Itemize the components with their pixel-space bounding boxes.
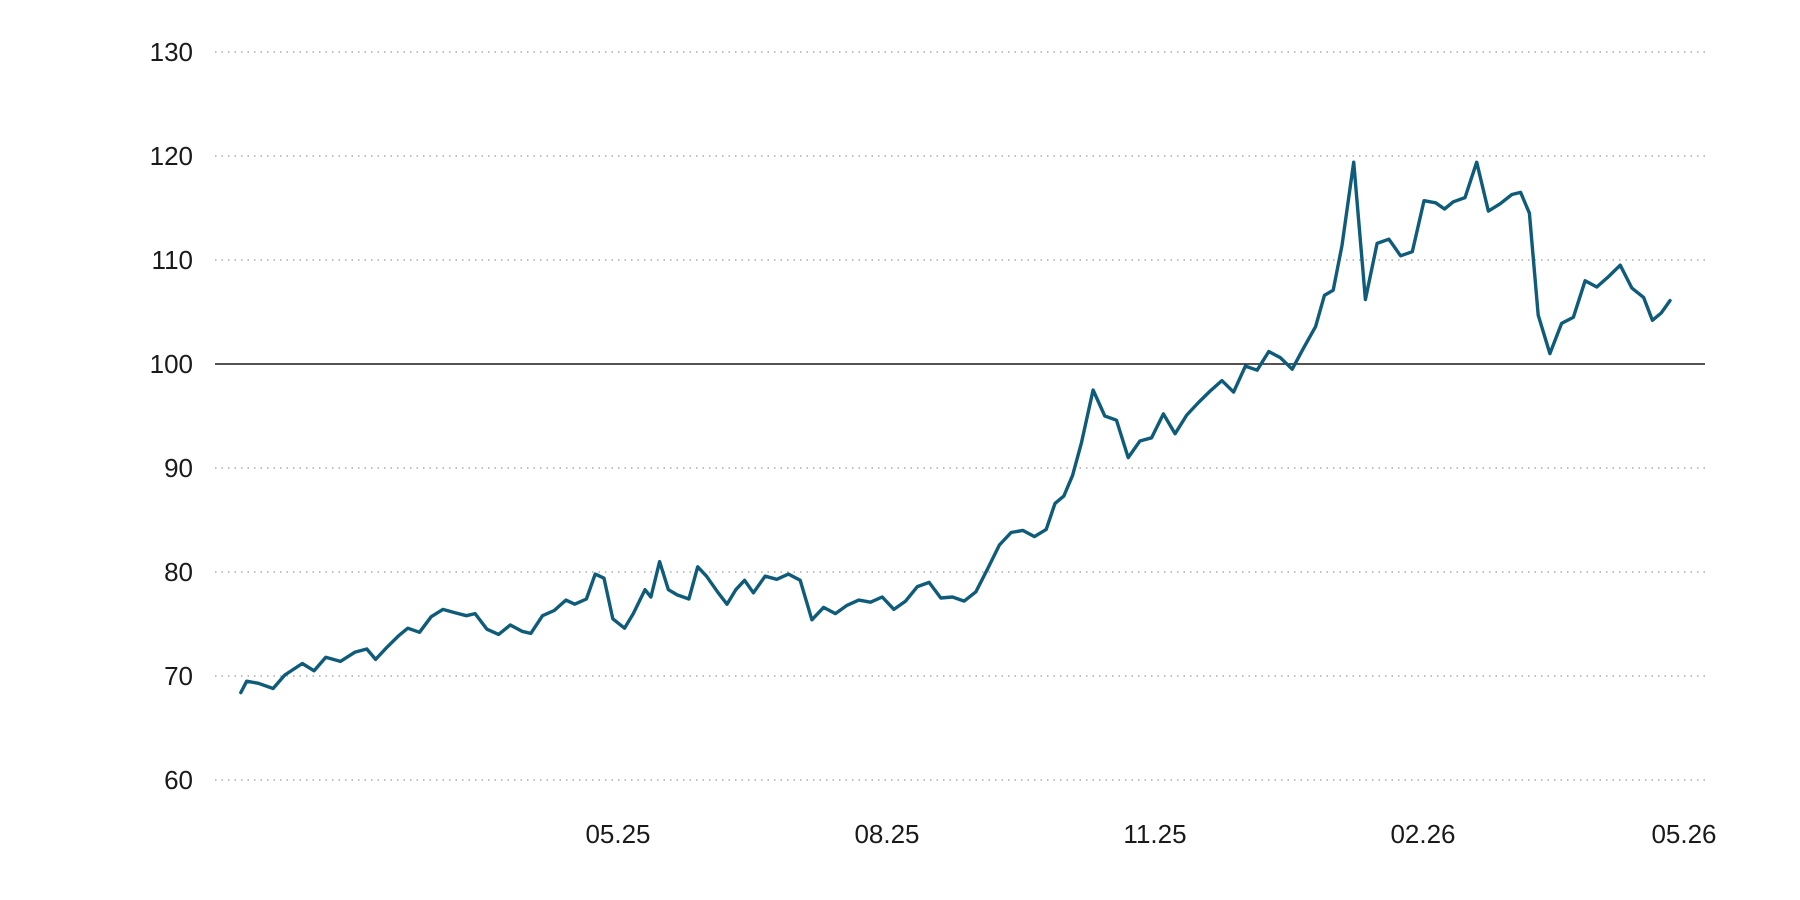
y-tick-label: 100 [150,349,193,379]
x-tick-label: 05.26 [1651,819,1716,849]
y-tick-label: 90 [164,453,193,483]
y-tick-label: 70 [164,661,193,691]
gridlines [215,51,1705,781]
x-tick-label: 05.25 [585,819,650,849]
y-tick-label: 120 [150,141,193,171]
x-tick-label: 11.25 [1123,819,1186,849]
x-tick-label: 02.26 [1390,819,1455,849]
y-tick-label: 80 [164,557,193,587]
y-axis-tick-labels: 60 70 80 90 100 110 120 130 [150,37,193,795]
x-axis-tick-labels: 05.25 08.25 11.25 02.26 05.26 [585,819,1716,849]
series-group [239,160,1672,695]
series-line-0 [239,160,1672,695]
y-tick-label: 130 [150,37,193,67]
y-tick-label: 110 [152,245,193,275]
y-tick-label: 60 [164,765,193,795]
x-tick-label: 08.25 [854,819,919,849]
